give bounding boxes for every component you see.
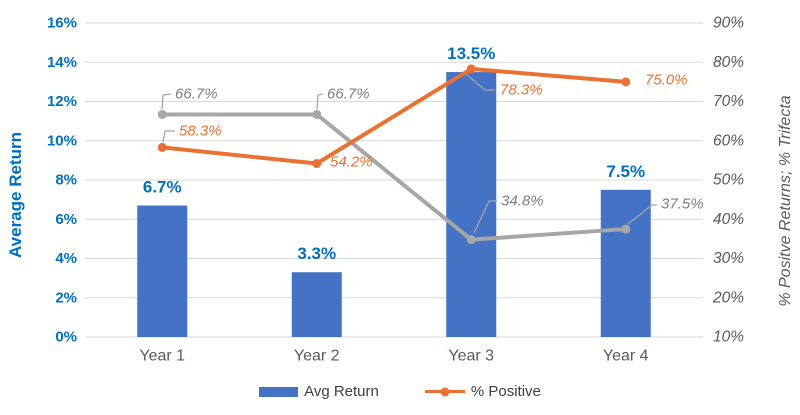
right-axis-tick: 70% xyxy=(713,93,744,110)
legend-item-avg-return: Avg Return xyxy=(259,383,379,400)
right-axis-tick: 80% xyxy=(713,54,744,71)
right-axis-tick: 20% xyxy=(712,289,744,306)
point-positive-4 xyxy=(621,77,631,87)
line-trifecta xyxy=(160,112,628,242)
x-axis-label: Year 4 xyxy=(603,348,649,365)
bar-year-1 xyxy=(137,205,188,337)
x-axis-label: Year 3 xyxy=(448,348,494,365)
legend: Avg Return % Positive xyxy=(0,383,800,400)
leader-line xyxy=(161,93,172,110)
legend-item-percent-positive: % Positive xyxy=(424,383,541,400)
point-positive-2 xyxy=(312,159,322,169)
left-axis-tick: 14% xyxy=(47,54,77,71)
bar-label-1: 6.7% xyxy=(143,178,182,197)
left-axis-tick: 2% xyxy=(55,289,77,306)
point-trifecta-4 xyxy=(621,224,631,234)
leader-line xyxy=(473,200,497,234)
leader-line xyxy=(316,93,324,110)
point-trifecta-1 xyxy=(157,109,167,119)
point-positive-1 xyxy=(157,142,167,152)
left-axis-tick: 8% xyxy=(55,172,77,189)
point-label-trifecta-3: 34.8% xyxy=(501,193,544,210)
point-label-positive-3: 78.3% xyxy=(500,82,543,99)
right-axis-tick: 40% xyxy=(713,211,744,228)
line-marker-dot-icon xyxy=(440,387,450,396)
leader-line xyxy=(627,204,657,225)
left-axis-tick: 12% xyxy=(47,93,77,110)
point-trifecta-3 xyxy=(466,235,476,245)
right-axis-tick: 50% xyxy=(713,172,744,189)
point-trifecta-2 xyxy=(312,109,322,119)
point-positive-3 xyxy=(466,64,476,74)
bar-year-2 xyxy=(291,272,342,337)
left-axis-title: Average Return xyxy=(6,132,25,258)
left-axis-tick: 10% xyxy=(47,132,77,149)
left-axis-tick: 6% xyxy=(55,211,77,228)
bar-label-4: 7.5% xyxy=(606,162,645,181)
point-label-trifecta-4: 37.5% xyxy=(661,196,704,213)
line-positive xyxy=(160,66,628,166)
right-axis-tick: 30% xyxy=(713,250,744,267)
legend-label-avg-return: Avg Return xyxy=(304,383,379,400)
bar-swatch-icon xyxy=(259,386,299,397)
left-axis-tick: 0% xyxy=(55,329,77,346)
point-label-trifecta-2: 66.7% xyxy=(327,86,370,103)
left-axis-tick: 4% xyxy=(55,250,77,267)
right-axis-title: % Positve Returns; % Trifecta xyxy=(777,95,794,307)
point-label-trifecta-1: 66.7% xyxy=(175,86,218,103)
point-label-positive-4: 75.0% xyxy=(645,72,688,89)
left-axis-tick: 16% xyxy=(47,15,77,32)
right-axis-tick: 10% xyxy=(713,329,744,346)
bar-label-2: 3.3% xyxy=(297,244,336,263)
x-axis-label: Year 1 xyxy=(139,348,185,365)
bar-label-3: 13.5% xyxy=(447,44,495,63)
right-axis-tick: 90% xyxy=(713,15,744,32)
leader-line xyxy=(465,73,495,91)
point-label-positive-2: 54.2% xyxy=(330,154,373,171)
x-axis-label: Year 2 xyxy=(294,348,340,365)
bar-year-4 xyxy=(600,189,651,337)
right-axis-tick: 60% xyxy=(713,132,744,149)
legend-label-percent-positive: % Positive xyxy=(470,383,541,400)
point-label-positive-1: 58.3% xyxy=(179,123,222,140)
line-dot-swatch-icon xyxy=(424,387,465,396)
leader-line xyxy=(162,130,175,143)
bar-year-3 xyxy=(446,72,497,337)
